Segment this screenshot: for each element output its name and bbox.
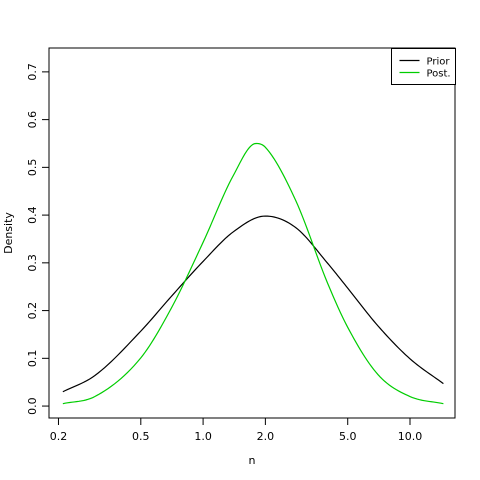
y-tick-label: 0.1: [26, 350, 39, 368]
x-tick-label: 10.0: [398, 430, 423, 443]
x-tick-label: 0.5: [132, 430, 150, 443]
legend-label: Post.: [427, 69, 451, 80]
legend-label: Prior: [427, 57, 451, 68]
x-tick-label: 2.0: [257, 430, 275, 443]
x-axis-label: n: [249, 454, 256, 467]
x-tick-label: 5.0: [339, 430, 357, 443]
y-tick-label: 0.4: [26, 206, 39, 224]
series-line-1: [62, 215, 444, 393]
x-axis: 0.2 0.5 1.0 2.0 5.0 10.0: [50, 417, 423, 443]
series-line-2: [62, 142, 444, 405]
y-tick-label: 0.0: [26, 397, 39, 415]
y-axis: 0.0 0.1 0.2 0.3 0.4 0.5 0.6 0.7: [26, 63, 50, 415]
y-tick-label: 0.6: [26, 111, 39, 129]
y-tick-label: 0.7: [26, 63, 39, 81]
y-tick-label: 0.2: [26, 302, 39, 320]
y-axis-label: Density: [2, 212, 15, 254]
plot-curves: [62, 142, 444, 405]
y-tick-label: 0.5: [26, 159, 39, 177]
x-tick-label: 0.2: [50, 430, 68, 443]
y-tick-label: 0.3: [26, 254, 39, 272]
x-tick-label: 1.0: [194, 430, 212, 443]
legend-box: [391, 48, 456, 85]
